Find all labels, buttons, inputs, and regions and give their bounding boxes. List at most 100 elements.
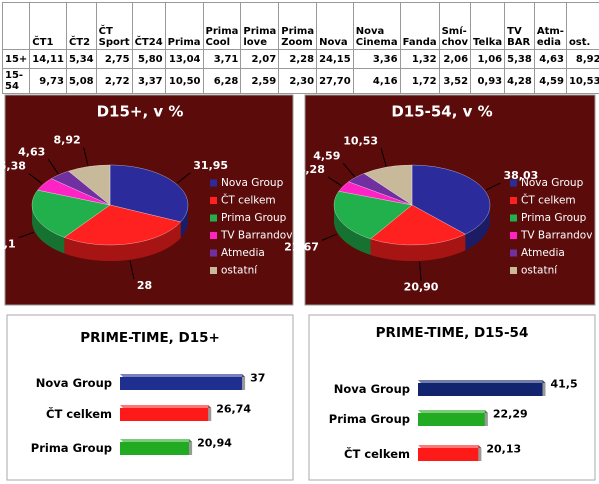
leader-line bbox=[129, 260, 135, 280]
data-label: 38,03 bbox=[504, 169, 539, 182]
data-label: 21,1 bbox=[0, 238, 16, 251]
bar-end bbox=[208, 405, 212, 421]
bar-top bbox=[120, 374, 246, 377]
legend-swatch bbox=[510, 197, 517, 204]
legend-entry: ČT celkem bbox=[221, 194, 276, 207]
legend-entry: Nova Group bbox=[221, 177, 284, 189]
column-header: ČT24 bbox=[131, 2, 166, 50]
pie-side bbox=[32, 205, 65, 254]
pie-side-shade bbox=[180, 205, 188, 238]
data-label: 5,38 bbox=[0, 160, 26, 173]
category-label: ČT celkem bbox=[344, 446, 410, 461]
bar-top bbox=[120, 439, 193, 442]
cell: 2,30 bbox=[278, 68, 318, 94]
bar-end bbox=[242, 374, 246, 390]
bar-end bbox=[484, 410, 488, 426]
data-label: 4,59 bbox=[313, 149, 340, 162]
legend-swatch bbox=[510, 249, 517, 257]
pie-side bbox=[64, 221, 181, 261]
bar-top bbox=[418, 410, 488, 413]
legend-swatch bbox=[510, 267, 517, 274]
pie-slice bbox=[63, 204, 181, 246]
cell: 3,37 bbox=[131, 68, 166, 94]
legend-entry: TV Barrandov bbox=[220, 230, 292, 242]
legend-swatch bbox=[210, 179, 217, 187]
share-table: ČT1 ČT2 ČT Sport ČT24 Prima Prima Cool Prima l… bbox=[1, 2, 599, 94]
legend-entry: Atmedia bbox=[221, 247, 265, 259]
leader-line bbox=[83, 147, 89, 166]
category-label: Nova Group bbox=[334, 382, 410, 396]
column-header: ČT2 bbox=[65, 2, 97, 50]
leader-line bbox=[380, 148, 387, 167]
leader-line bbox=[47, 159, 59, 175]
bar-end bbox=[478, 445, 482, 461]
legend-entry: Nova Group bbox=[521, 177, 584, 189]
leader-line bbox=[176, 172, 191, 184]
leader-line bbox=[485, 182, 501, 191]
legend-entry: ostatní bbox=[521, 265, 558, 277]
pie-side-shade bbox=[370, 234, 466, 261]
column-header: Nova bbox=[316, 2, 354, 50]
column-header: TV BAR bbox=[504, 2, 535, 50]
legend-entry: ostatní bbox=[221, 265, 258, 277]
leader-line bbox=[18, 231, 34, 239]
leader-line bbox=[28, 173, 43, 185]
cell: 10,53 bbox=[565, 68, 599, 94]
cell: 2,06 bbox=[438, 49, 472, 69]
cell: 4,28 bbox=[504, 68, 535, 94]
bar bbox=[120, 408, 209, 421]
pie-slice bbox=[411, 164, 491, 235]
pie-slice bbox=[68, 164, 111, 206]
column-header: ČT Sport bbox=[95, 2, 133, 50]
pie-slice bbox=[370, 204, 466, 246]
column-header: Atm- edia bbox=[533, 2, 567, 50]
bar-title: PRIME-TIME, D15+ bbox=[80, 330, 220, 346]
data-label: 21,67 bbox=[284, 240, 319, 253]
bar-top bbox=[418, 445, 482, 448]
legend-swatch bbox=[210, 267, 217, 274]
pie-side bbox=[334, 205, 371, 255]
data-label: 10,53 bbox=[343, 134, 378, 147]
leader-line bbox=[419, 261, 422, 281]
corner bbox=[1, 2, 31, 50]
cell: 4,63 bbox=[533, 49, 567, 69]
data-label: 20,94 bbox=[197, 437, 232, 450]
legend-entry: ČT celkem bbox=[521, 194, 576, 207]
column-header: Prima bbox=[164, 2, 204, 50]
data-label: 41,5 bbox=[551, 378, 578, 391]
table-row: 15+ 14,11 5,34 2,75 5,80 13,04 3,71 2,07 2,28 24,… bbox=[1, 49, 599, 69]
legend-entry: Atmedia bbox=[521, 247, 565, 259]
bar-title: PRIME-TIME, D15-54 bbox=[376, 325, 529, 341]
row-label: 15-54 bbox=[1, 68, 31, 94]
data-label: 28 bbox=[137, 279, 152, 292]
bar-top bbox=[120, 405, 212, 408]
pie-side bbox=[370, 234, 466, 261]
pie-title: D15+, v % bbox=[97, 103, 184, 121]
pie-side-shade bbox=[334, 205, 371, 255]
data-label: 8,92 bbox=[54, 133, 81, 146]
column-header: Smí- chov bbox=[438, 2, 472, 50]
pie-side-shade bbox=[32, 205, 65, 254]
data-label: 20,13 bbox=[486, 443, 521, 456]
column-header: Nova Cinema bbox=[352, 2, 401, 50]
cell: 10,50 bbox=[164, 68, 204, 94]
pie-side-shade bbox=[64, 221, 181, 261]
column-header: Fanda bbox=[399, 2, 440, 50]
pie-side bbox=[465, 205, 490, 251]
category-label: ČT celkem bbox=[46, 406, 112, 421]
legend-swatch bbox=[210, 249, 217, 257]
legend-swatch bbox=[210, 214, 217, 222]
cell: 6,28 bbox=[202, 68, 242, 94]
category-label: Prima Group bbox=[329, 412, 410, 426]
bar bbox=[418, 448, 479, 461]
pie-slice bbox=[31, 189, 111, 238]
cell: 4,16 bbox=[352, 68, 401, 94]
data-label: 20,90 bbox=[404, 281, 439, 294]
legend-entry: Prima Group bbox=[221, 212, 287, 224]
legend-entry: TV Barrandov bbox=[520, 230, 592, 242]
legend-swatch bbox=[210, 197, 217, 204]
pie-slice bbox=[333, 191, 413, 240]
pie-slice bbox=[109, 164, 189, 223]
cell: 27,70 bbox=[316, 68, 354, 94]
